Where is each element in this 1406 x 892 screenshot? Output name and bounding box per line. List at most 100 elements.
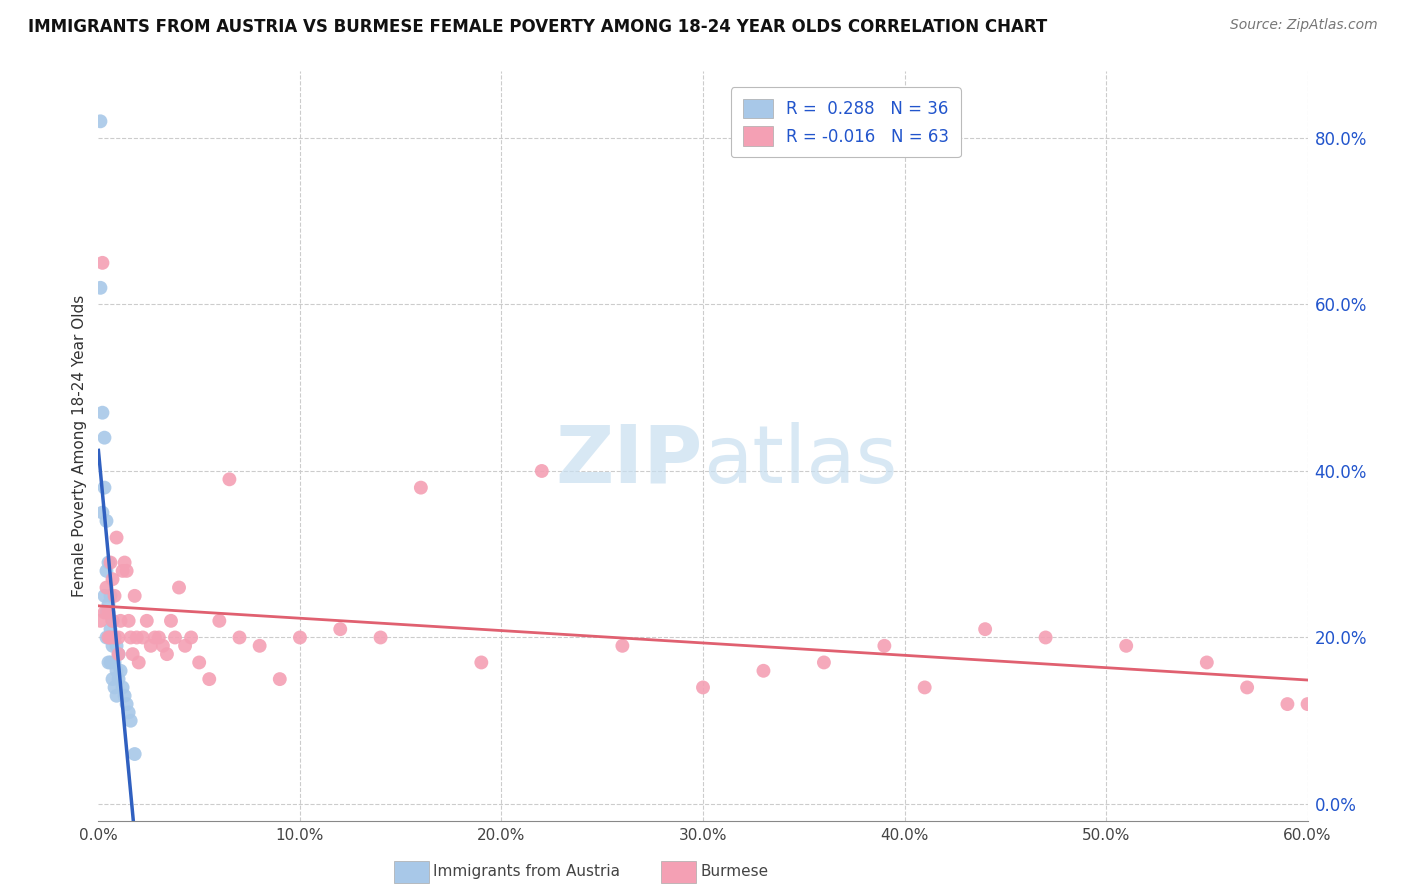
Text: Immigrants from Austria: Immigrants from Austria <box>433 864 620 879</box>
Point <box>103 631 125 645</box>
Point <box>198 672 221 686</box>
Point <box>1277 697 1299 711</box>
Point <box>163 631 186 645</box>
Point <box>218 472 240 486</box>
Point <box>93 606 115 620</box>
Point <box>188 656 211 670</box>
Point <box>93 589 115 603</box>
Point <box>160 614 183 628</box>
Y-axis label: Female Poverty Among 18-24 Year Olds: Female Poverty Among 18-24 Year Olds <box>72 295 87 597</box>
Point <box>105 531 128 545</box>
Point <box>1195 656 1218 670</box>
Point <box>110 614 132 628</box>
Point <box>128 656 150 670</box>
Point <box>914 681 936 695</box>
Point <box>121 647 143 661</box>
Point <box>96 606 118 620</box>
Point <box>612 639 634 653</box>
Point <box>101 639 124 653</box>
Point <box>1115 639 1137 653</box>
Point <box>93 431 115 445</box>
Point <box>115 564 138 578</box>
Point <box>103 656 125 670</box>
Point <box>97 631 120 645</box>
Point <box>89 281 111 295</box>
Point <box>269 672 291 686</box>
Point <box>89 114 111 128</box>
Point <box>105 689 128 703</box>
Point <box>370 631 392 645</box>
Point <box>692 681 714 695</box>
Point <box>470 656 492 670</box>
Point <box>107 672 129 686</box>
Point <box>97 597 120 611</box>
Point <box>97 606 120 620</box>
Point <box>91 256 114 270</box>
Point <box>329 622 352 636</box>
Point <box>115 697 138 711</box>
Point <box>100 589 122 603</box>
Point <box>143 631 166 645</box>
Point <box>105 639 128 653</box>
Point <box>103 681 125 695</box>
Point <box>228 631 250 645</box>
Point <box>288 631 311 645</box>
Point <box>249 639 271 653</box>
Point <box>101 614 124 628</box>
Point <box>91 406 114 420</box>
Point <box>156 647 179 661</box>
Point <box>139 639 162 653</box>
Point <box>96 631 118 645</box>
Point <box>101 614 124 628</box>
Point <box>114 556 136 570</box>
Point <box>97 556 120 570</box>
Point <box>135 614 157 628</box>
Point <box>148 631 170 645</box>
Point <box>96 581 118 595</box>
Point <box>100 631 122 645</box>
Point <box>100 656 122 670</box>
Point <box>107 631 129 645</box>
Point <box>132 631 155 645</box>
Point <box>97 631 120 645</box>
Point <box>101 572 124 586</box>
Point <box>111 681 134 695</box>
Point <box>101 672 124 686</box>
Point <box>1236 681 1258 695</box>
Point <box>174 639 197 653</box>
Text: atlas: atlas <box>703 422 897 500</box>
Point <box>974 622 997 636</box>
Point <box>530 464 553 478</box>
Point <box>89 614 111 628</box>
Text: IMMIGRANTS FROM AUSTRIA VS BURMESE FEMALE POVERTY AMONG 18-24 YEAR OLDS CORRELAT: IMMIGRANTS FROM AUSTRIA VS BURMESE FEMAL… <box>28 18 1047 36</box>
Point <box>152 639 174 653</box>
Point <box>110 664 132 678</box>
Point <box>409 481 432 495</box>
Point <box>125 631 148 645</box>
Point <box>91 506 114 520</box>
Point <box>97 656 120 670</box>
Point <box>124 589 146 603</box>
Point <box>1035 631 1057 645</box>
Point <box>107 647 129 661</box>
Point <box>873 639 896 653</box>
Point <box>100 556 122 570</box>
Point <box>180 631 202 645</box>
Point <box>103 631 125 645</box>
Text: Burmese: Burmese <box>700 864 768 879</box>
Point <box>813 656 835 670</box>
Point <box>96 514 118 528</box>
Text: ZIP: ZIP <box>555 422 703 500</box>
Point <box>114 689 136 703</box>
Point <box>105 664 128 678</box>
Point <box>118 614 141 628</box>
Point <box>93 481 115 495</box>
Point <box>124 747 146 761</box>
Point <box>107 647 129 661</box>
Point <box>752 664 775 678</box>
Text: Source: ZipAtlas.com: Source: ZipAtlas.com <box>1230 18 1378 32</box>
Point <box>96 564 118 578</box>
Legend: R =  0.288   N = 36, R = -0.016   N = 63: R = 0.288 N = 36, R = -0.016 N = 63 <box>731 87 960 157</box>
Point <box>167 581 190 595</box>
Point <box>118 706 141 720</box>
